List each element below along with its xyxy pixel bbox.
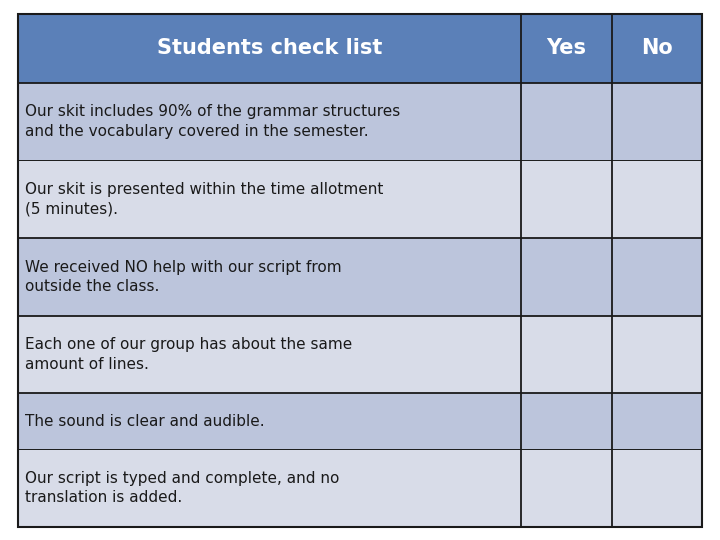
Bar bbox=[18, 449, 702, 526]
Text: Each one of our group has about the same
amount of lines.: Each one of our group has about the same… bbox=[25, 338, 353, 372]
Text: We received NO help with our script from
outside the class.: We received NO help with our script from… bbox=[25, 260, 342, 294]
Bar bbox=[18, 393, 702, 449]
Bar bbox=[18, 316, 702, 393]
Bar bbox=[18, 160, 702, 238]
Text: No: No bbox=[641, 38, 672, 58]
Text: Yes: Yes bbox=[546, 38, 586, 58]
Text: Our skit includes 90% of the grammar structures
and the vocabulary covered in th: Our skit includes 90% of the grammar str… bbox=[25, 104, 400, 139]
Bar bbox=[18, 238, 702, 316]
Text: Students check list: Students check list bbox=[157, 38, 382, 58]
Bar bbox=[18, 14, 702, 83]
Text: The sound is clear and audible.: The sound is clear and audible. bbox=[25, 414, 265, 429]
Bar bbox=[18, 83, 702, 160]
Text: Our script is typed and complete, and no
translation is added.: Our script is typed and complete, and no… bbox=[25, 470, 340, 505]
Text: Our skit is presented within the time allotment
(5 minutes).: Our skit is presented within the time al… bbox=[25, 182, 384, 217]
